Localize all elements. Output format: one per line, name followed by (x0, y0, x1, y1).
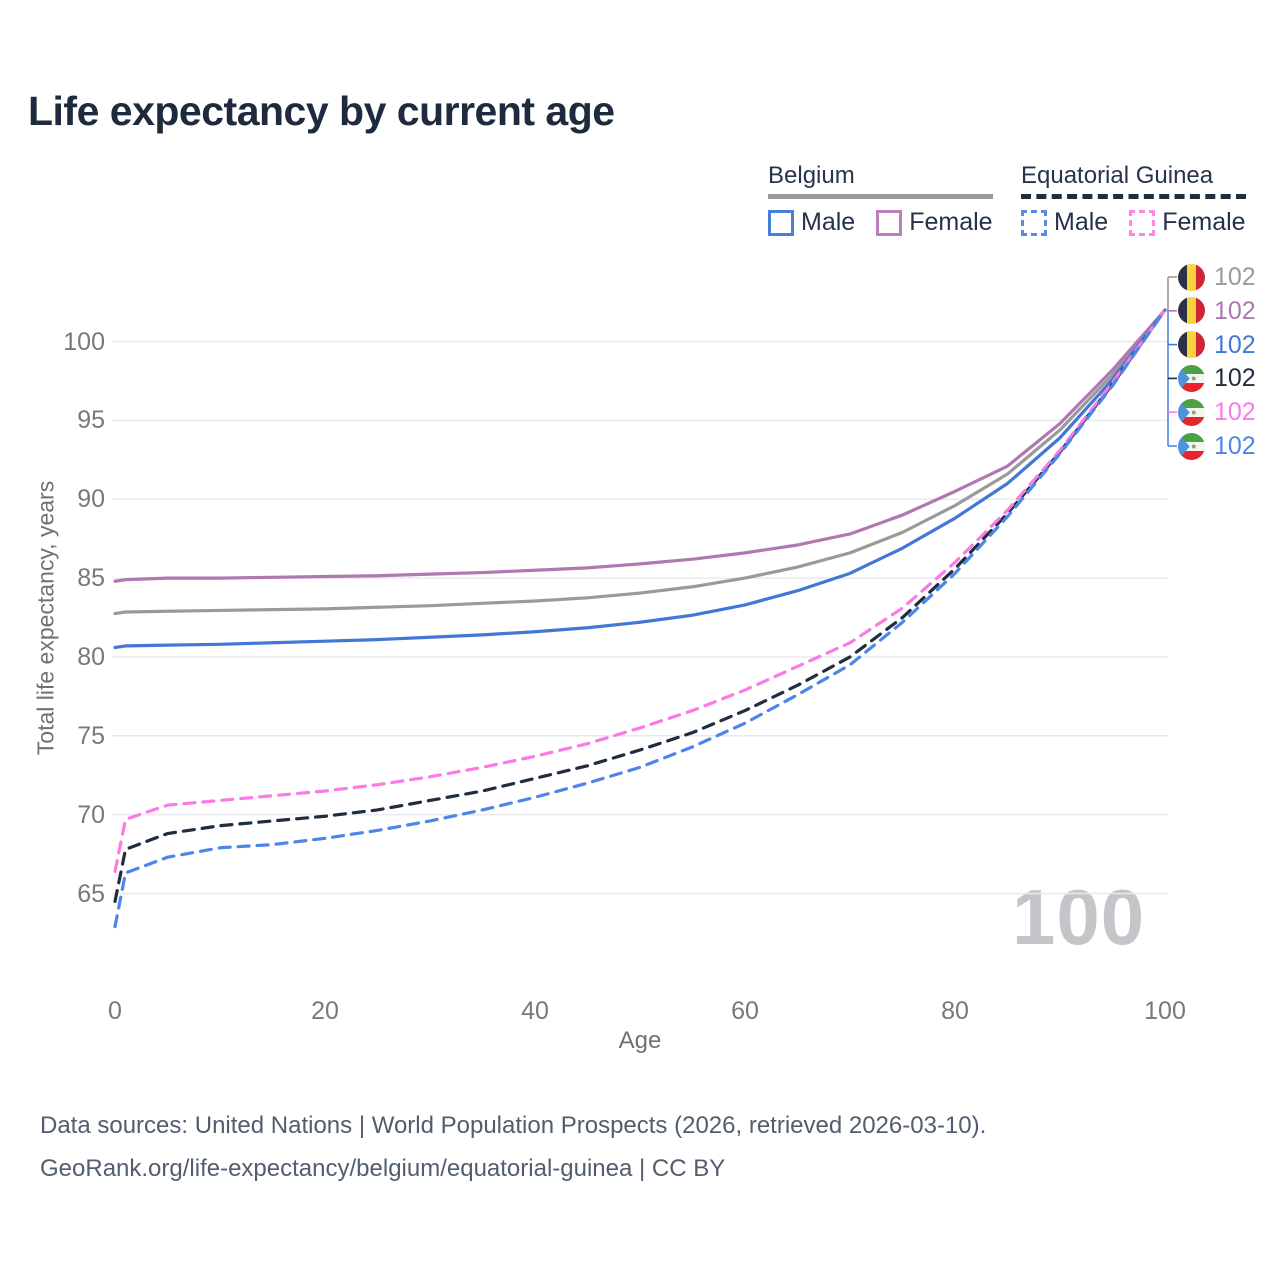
equatorial-guinea-flag-icon (1178, 432, 1205, 460)
series-end-row: 102 (1178, 297, 1256, 325)
series-end-value: 102 (1214, 398, 1256, 427)
legend-item-equatorial-guinea-female[interactable]: Female (1129, 208, 1246, 237)
equatorial-guinea-flag-icon (1178, 364, 1205, 392)
legend-label-belgium-female: Female (909, 208, 993, 236)
equatorial-guinea-flag-icon (1178, 398, 1205, 426)
x-tick-label: 20 (311, 997, 339, 1025)
x-axis-title: Age (618, 1027, 662, 1054)
legend-item-belgium-male[interactable]: Male (768, 208, 855, 237)
legend-label-equatorial-guinea-female: Female (1162, 208, 1246, 236)
legend-items-belgium: Male Female (768, 208, 993, 237)
series-end-row: 102 (1178, 364, 1256, 392)
legend-swatch-belgium-male-icon (768, 209, 794, 236)
y-axis-title: Total life expectancy, years (32, 480, 59, 756)
y-tick-label: 85 (77, 564, 105, 593)
belgium-flag-icon (1178, 331, 1205, 359)
y-tick-label: 75 (77, 721, 105, 750)
age-counter-watermark: 100 (1012, 873, 1146, 961)
x-tick-label: 100 (1144, 997, 1186, 1025)
legend-items-equatorial-guinea: Male Female (1021, 208, 1246, 237)
series-end-value: 102 (1214, 364, 1256, 393)
belgium-flag-icon (1178, 263, 1205, 291)
chart-footer: Data sources: United Nations | World Pop… (40, 1104, 986, 1190)
legend-label-equatorial-guinea-male: Male (1054, 208, 1109, 236)
series-end-row: 102 (1178, 398, 1256, 426)
series-line (113, 308, 1167, 583)
legend-swatch-equatorial-guinea-male-icon (1021, 209, 1047, 236)
y-tick-label: 90 (77, 485, 105, 514)
y-tick-label: 70 (77, 800, 105, 829)
legend-underline-belgium (768, 194, 993, 199)
legend-swatch-equatorial-guinea-female-icon (1129, 209, 1156, 236)
legend-group-belgium: Belgium Male Female (768, 162, 993, 237)
series-end-value: 102 (1214, 296, 1256, 325)
series-end-value: 102 (1214, 432, 1256, 460)
chart-title: Life expectancy by current age (28, 88, 615, 134)
legend-label-belgium-male: Male (801, 208, 856, 236)
x-tick-label: 0 (108, 997, 122, 1025)
x-tick-label: 60 (731, 997, 759, 1025)
legend-group-equatorial-guinea: Equatorial Guinea Male Female (1021, 162, 1246, 237)
y-tick-label: 80 (77, 642, 105, 671)
series-end-value: 102 (1214, 263, 1256, 291)
series-end-row: 102 (1178, 331, 1256, 359)
x-tick-label: 40 (521, 997, 549, 1025)
legend-underline-equatorial-guinea (1021, 194, 1246, 199)
legend-item-belgium-female[interactable]: Female (876, 208, 993, 237)
series-line (113, 308, 1167, 616)
legend-title-equatorial-guinea: Equatorial Guinea (1021, 162, 1214, 189)
series-line (113, 308, 1167, 874)
series-end-value: 102 (1214, 330, 1256, 359)
legend-swatch-belgium-female-icon (876, 209, 903, 236)
y-tick-label: 95 (77, 406, 105, 435)
data-sources-text: Data sources: United Nations | World Pop… (40, 1112, 987, 1139)
y-tick-label: 100 (63, 327, 105, 356)
series-line (113, 308, 1167, 903)
y-tick-label: 65 (77, 879, 105, 908)
attribution-link-text[interactable]: GeoRank.org/life-expectancy/belgium/equa… (40, 1155, 726, 1182)
x-tick-label: 80 (941, 997, 969, 1025)
series-line (113, 308, 1167, 929)
series-end-row: 102 (1178, 263, 1256, 291)
belgium-flag-icon (1178, 297, 1205, 325)
legend-item-equatorial-guinea-male[interactable]: Male (1021, 208, 1108, 237)
series-end-row: 102 (1178, 432, 1256, 460)
legend-title-belgium: Belgium (768, 162, 855, 189)
series-line (113, 308, 1167, 650)
